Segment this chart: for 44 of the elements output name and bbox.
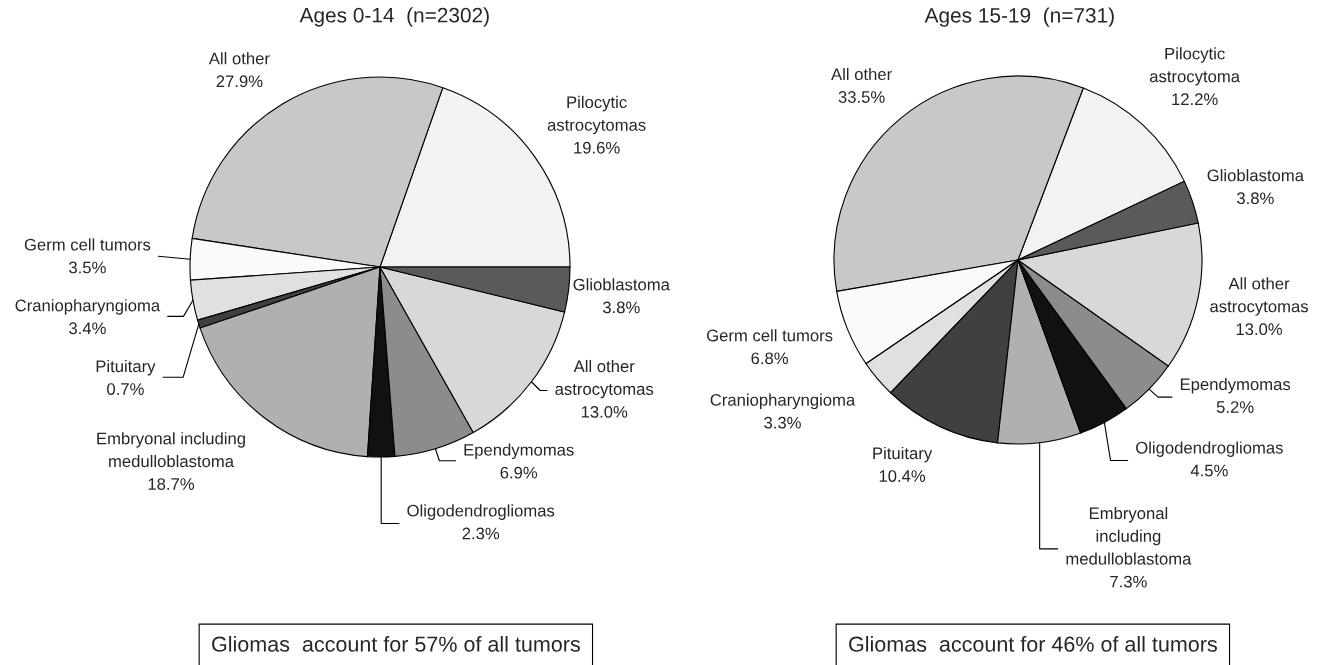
slice-label: Germ cell tumors	[24, 238, 151, 251]
data-label: 0.7%	[107, 383, 144, 395]
data-label: 2.3%	[462, 527, 500, 540]
data-label: 5.2%	[1216, 401, 1254, 413]
data-label: 19.6%	[574, 141, 620, 154]
slice-label: Craniopharyngioma	[15, 299, 161, 315]
slice-label: Germ cell tumors	[707, 329, 833, 342]
data-label: 13.0%	[581, 405, 628, 418]
slice-label: Pituitary	[873, 446, 933, 463]
chart-title: Ages 0-14 (n=2302)	[299, 7, 489, 27]
slice-label: Ependymomas	[1180, 377, 1291, 394]
slice-label: All other	[208, 52, 270, 65]
slice-label: Glioblastoma	[1207, 169, 1304, 182]
chart-title: Ages 15-19 (n=731)	[924, 7, 1114, 27]
slice-label: All other	[831, 67, 892, 81]
data-label: 6.9%	[500, 466, 538, 479]
data-label: 3.3%	[764, 416, 801, 429]
data-label: 6.8%	[751, 352, 788, 365]
text: Gliomas account for 46% of all tumors	[849, 635, 1217, 652]
data-label: 3.8%	[602, 301, 640, 314]
slice-label: Craniopharyngioma	[710, 393, 856, 410]
data-label: 3.5%	[69, 261, 106, 274]
slice-label: All other astrocytomas	[555, 359, 654, 399]
data-label: 27.9%	[216, 75, 263, 88]
data-label: 3.4%	[69, 322, 106, 335]
data-label: 10.4%	[879, 470, 926, 482]
data-label: 18.7%	[148, 478, 195, 490]
slice-label: Oligodendrogliomas	[1136, 441, 1283, 457]
slice-label: Pituitary	[96, 359, 156, 376]
data-label: 13.0%	[1236, 323, 1283, 336]
slice-label: Embryonal including medulloblastoma	[97, 432, 245, 468]
slice-label: Pilocytic astrocytomas	[547, 95, 646, 135]
slice-label: Glioblastoma	[573, 278, 670, 291]
slice-label: All other astrocytomas	[1210, 277, 1308, 316]
slice-label: Oligodendrogliomas	[407, 504, 555, 520]
text: Gliomas account for 57% of all tumors	[212, 635, 580, 652]
data-label: 3.8%	[1237, 192, 1274, 205]
data-label: 12.2%	[1172, 93, 1218, 106]
data-label: 33.5%	[838, 91, 885, 103]
slice-label: Pilocytic astrocytoma	[1149, 47, 1241, 86]
data-label: 4.5%	[1190, 464, 1228, 477]
data-label: 7.3%	[1110, 575, 1147, 588]
slice-label: Ependymomas	[464, 443, 574, 460]
slice-label: Embryonal including medulloblastoma	[1066, 506, 1192, 565]
